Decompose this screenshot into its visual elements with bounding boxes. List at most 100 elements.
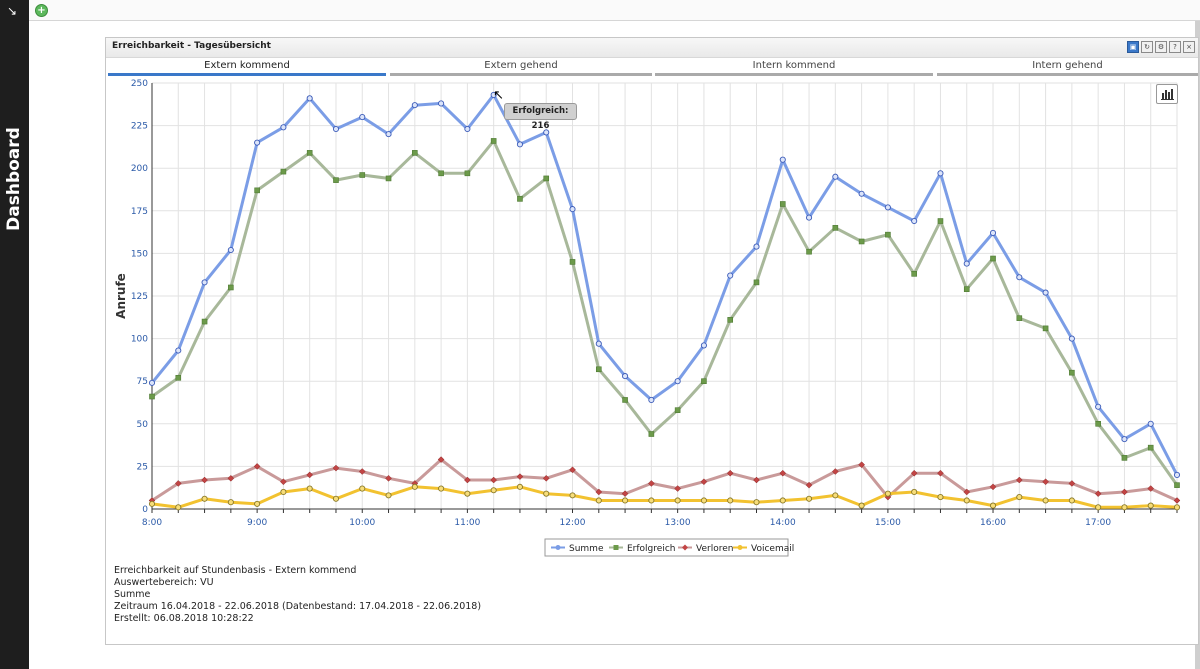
tab-intern-kommend[interactable]: Intern kommend <box>655 60 933 76</box>
data-point <box>911 217 918 225</box>
data-point <box>1121 504 1128 511</box>
help-icon[interactable]: ? <box>1169 41 1181 53</box>
data-point <box>806 214 813 221</box>
data-point <box>885 231 891 238</box>
data-point <box>149 393 155 400</box>
data-point <box>648 480 655 487</box>
data-point <box>1173 497 1181 504</box>
data-point <box>464 125 471 133</box>
tab-extern-kommend[interactable]: Extern kommend <box>108 60 386 76</box>
data-point <box>543 175 550 182</box>
legend-label: Erfolgreich <box>627 544 675 554</box>
data-point <box>174 480 182 487</box>
data-point <box>700 342 707 349</box>
data-point <box>411 102 418 109</box>
data-point <box>201 495 208 502</box>
data-point <box>1095 420 1101 427</box>
data-point <box>1015 476 1023 484</box>
data-point <box>884 490 891 497</box>
info-line-2: Auswertebereich: VU <box>114 577 214 588</box>
data-point <box>385 474 392 482</box>
y-axis-title: Anrufe <box>114 273 128 319</box>
data-point <box>228 284 234 291</box>
sidebar-label: Dashboard <box>4 127 24 231</box>
data-point <box>306 95 313 102</box>
data-point <box>937 469 944 477</box>
x-tick-label: 14:00 <box>770 518 796 528</box>
data-point <box>517 196 523 202</box>
top-toolbar: + <box>29 0 1200 21</box>
data-point <box>622 397 628 403</box>
data-point <box>1068 335 1075 342</box>
data-point <box>700 478 708 486</box>
y-tick-label: 150 <box>131 249 148 259</box>
data-point <box>989 483 997 491</box>
data-point <box>280 124 287 131</box>
info-line-5: Erstellt: 06.08.2018 10:28:22 <box>114 613 254 624</box>
data-point <box>490 476 498 484</box>
data-point <box>359 485 366 492</box>
chart-export-button[interactable] <box>1156 84 1178 104</box>
x-tick-label: 9:00 <box>247 518 267 528</box>
data-point <box>779 201 786 207</box>
data-point <box>674 497 681 504</box>
data-point <box>438 170 444 177</box>
data-point <box>280 478 287 486</box>
info-line-4: Zeitraum 16.04.2018 - 22.06.2018 (Datenb… <box>114 601 482 612</box>
data-point <box>648 497 655 504</box>
refresh-icon[interactable]: ↻ <box>1141 41 1153 53</box>
copy-icon[interactable]: ▣ <box>1127 41 1139 53</box>
data-point <box>412 150 418 156</box>
sidebar-title[interactable]: Dashboard <box>0 124 29 234</box>
data-point <box>358 468 366 475</box>
data-point <box>148 500 156 507</box>
data-point <box>805 481 813 489</box>
data-point <box>990 255 996 262</box>
data-point <box>490 138 497 144</box>
tab-bar: Extern kommend Extern gehend Intern komm… <box>108 60 1198 76</box>
data-point <box>332 464 340 472</box>
series-line-erfolgreich <box>151 139 1179 486</box>
data-point <box>1095 403 1102 410</box>
data-point <box>832 492 839 499</box>
tab-extern-gehend[interactable]: Extern gehend <box>390 60 652 76</box>
data-point <box>385 131 392 138</box>
series-line-verloren <box>151 458 1178 502</box>
legend-marker <box>737 545 743 550</box>
add-plus-icon[interactable]: + <box>35 4 48 17</box>
data-point <box>753 499 760 506</box>
data-point <box>1016 494 1023 501</box>
data-point <box>569 206 576 213</box>
close-icon[interactable]: × <box>1183 41 1195 53</box>
data-point <box>595 340 602 347</box>
panel-tools: ▣ ↻ ⚙ ? × <box>1127 41 1195 53</box>
data-point <box>254 139 261 146</box>
data-point <box>674 407 681 413</box>
data-point <box>464 170 471 177</box>
y-tick-label: 175 <box>131 207 148 217</box>
data-point <box>701 378 707 385</box>
data-point <box>806 495 813 502</box>
sidebar: ↘ Dashboard <box>0 0 29 669</box>
y-tick-label: 200 <box>131 164 148 174</box>
data-point <box>148 379 156 386</box>
data-point <box>858 461 865 469</box>
info-line-1: Erreichbarkeit auf Stundenbasis - Extern… <box>114 565 357 576</box>
tab-intern-gehend[interactable]: Intern gehend <box>937 60 1198 76</box>
y-tick-label: 50 <box>137 420 149 430</box>
data-point <box>438 485 445 492</box>
settings-icon[interactable]: ⚙ <box>1155 41 1167 53</box>
data-point <box>490 91 497 98</box>
data-point <box>253 463 261 470</box>
y-tick-label: 125 <box>131 292 148 302</box>
data-point <box>910 469 918 477</box>
line-chart: 0 25 50 75 100 125 150 175 200 225 250 8:00 9:00 10:0… <box>114 79 1181 557</box>
data-point <box>937 218 944 224</box>
data-point <box>779 469 787 477</box>
legend-label: Voicemail <box>751 544 794 554</box>
y-tick-label: 25 <box>137 462 148 472</box>
legend-box <box>544 538 789 557</box>
data-point <box>227 474 235 482</box>
data-point <box>1147 502 1154 509</box>
resize-arrow-icon[interactable]: ↘ <box>7 4 18 18</box>
